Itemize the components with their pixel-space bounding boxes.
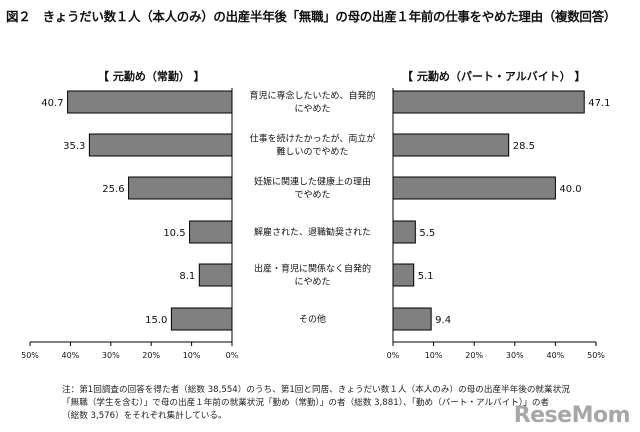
category-label: 仕事を続けたかったが、両立が [250,133,376,145]
left-x-tick-label: 20% [142,351,160,360]
left-x-tick-label: 40% [62,351,80,360]
left-bar-value-label: 25.6 [102,184,124,195]
category-label: 難しいのでやめた [276,146,348,158]
left-bar-value-label: 8.1 [179,271,195,282]
right-bar [392,263,415,287]
left-x-tick-label: 10% [183,351,201,360]
right-bar [392,133,510,157]
left-bar [67,90,233,114]
right-bar-value-label: 47.1 [588,98,610,109]
right-x-tick-label: 10% [425,351,443,360]
left-bar [88,133,233,157]
category-label: 出産・育児に関係なく自発的 [254,263,371,275]
right-bar [392,220,416,244]
right-panel-title: 【 元勤め（パート・アルバイト） 】 [402,70,586,83]
right-x-tick-label: 20% [465,351,483,360]
right-bar-value-label: 28.5 [513,141,535,152]
right-bar [392,176,556,200]
left-bar-value-label: 35.3 [63,141,85,152]
footnote-line: 「無職（学生を含む）」で母の出産１年前の就業状況「勤め（常勤）」の者（総数 3,… [62,398,550,408]
figure-title: 図２ きょうだい数１人（本人のみ）の出産半年後「無職」の母の出産１年前の仕事をや… [6,9,617,24]
right-bar-value-label: 5.1 [418,271,434,282]
category-label: にやめた [294,104,330,115]
category-label: その他 [299,313,326,325]
left-bar-value-label: 10.5 [163,228,185,239]
left-x-tick-label: 30% [102,351,120,360]
right-x-tick-label: 30% [506,351,524,360]
footnote-line: （総数 3,576）をそれぞれ集計している。 [62,411,227,421]
category-label: にやめた [294,277,330,288]
category-label: でやめた [294,190,330,201]
category-label: 育児に専念したいため、自発的 [249,90,375,102]
right-bar-value-label: 40.0 [559,184,581,195]
right-bar [392,90,585,114]
right-bar-value-label: 5.5 [419,228,435,239]
left-bar [128,176,233,200]
watermark-logo: ReseMom [513,403,631,428]
left-bar-value-label: 40.7 [41,98,63,109]
right-x-tick-label: 50% [587,351,605,360]
left-panel-title: 【 元勤め（常勤） 】 [98,70,205,83]
right-x-tick-label: 40% [547,351,565,360]
category-label: 妊娠に関連した健康上の理由 [254,176,371,188]
left-bar-value-label: 15.0 [145,315,167,326]
left-bar [189,220,233,244]
left-x-tick-label: 0% [226,351,239,360]
footnote: 注：第1回調査の回答を得た者（総数 38,554）のうち、第1回と同居、きょうだ… [62,384,622,423]
category-label: 解雇された、退職勧奨された [254,226,371,238]
right-bar-value-label: 9.4 [435,315,451,326]
left-bar [198,263,233,287]
footnote-line: 注：第1回調査の回答を得た者（総数 38,554）のうち、第1回と同居、きょうだ… [62,385,570,395]
left-x-tick-label: 50% [21,351,39,360]
right-bar [392,307,432,331]
left-bar [170,307,233,331]
right-x-tick-label: 0% [387,351,400,360]
